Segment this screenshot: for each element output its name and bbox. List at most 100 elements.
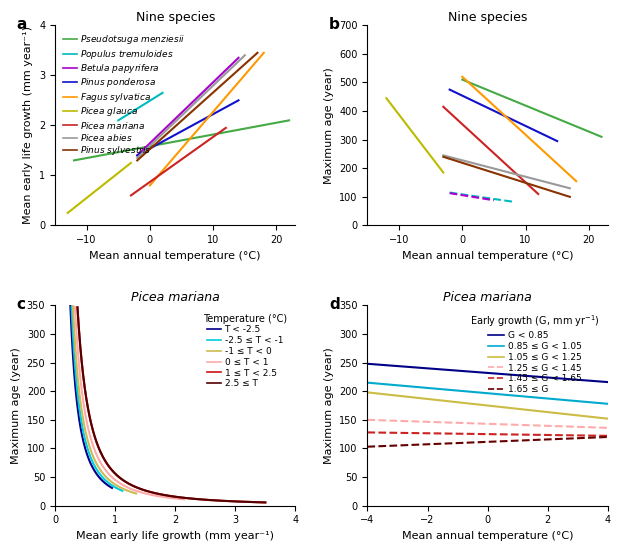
- Line: -1 ≤ T < 0: -1 ≤ T < 0: [73, 306, 136, 493]
- 0 ≤ T < 1: [71, 304, 78, 310]
- Line: 0.85 ≤ G < 1.05: 0.85 ≤ G < 1.05: [368, 383, 608, 404]
- 0.85 ≤ G < 1.05: [592, 400, 600, 406]
- 0 ≤ T < 1: [109, 475, 117, 481]
- -1 ≤ T < 0: [107, 477, 114, 484]
- Line: 0 ≤ T < 1: 0 ≤ T < 1: [75, 307, 184, 500]
- Legend: $\it{Pseudotsuga\ menziesii}$, $\it{Populus\ tremuloides}$, $\it{Betula\ papyrif: $\it{Pseudotsuga\ menziesii}$, $\it{Popu…: [60, 30, 189, 161]
- 0.85 ≤ G < 1.05: [378, 381, 386, 388]
- 1 ≤ T < 2.5: [103, 459, 110, 466]
- -2.5 ≤ T < -1: [112, 484, 119, 491]
- 1.25 ≤ G < 1.45: [373, 417, 381, 423]
- 1 ≤ T < 2.5: [116, 474, 123, 481]
- -1 ≤ T < 0: [129, 489, 137, 496]
- 1.45 ≤ G < 1.65: [583, 432, 591, 439]
- Y-axis label: Mean early life growth (mm year⁻¹): Mean early life growth (mm year⁻¹): [24, 26, 34, 224]
- 1.65 ≤ G: [378, 443, 386, 449]
- 0.85 ≤ G < 1.05: [428, 385, 435, 391]
- 1.25 ≤ G < 1.45: [364, 417, 371, 423]
- 0 ≤ T < 1: [180, 496, 188, 503]
- 1.05 ≤ G < 1.25: [364, 389, 371, 396]
- Line: -2.5 ≤ T < -1: -2.5 ≤ T < -1: [72, 307, 123, 491]
- 1.25 ≤ G < 1.45: [604, 424, 611, 431]
- 1.05 ≤ G < 1.25: [378, 391, 386, 397]
- X-axis label: Mean annual temperature (°C): Mean annual temperature (°C): [90, 251, 261, 261]
- 1.65 ≤ G: [428, 441, 435, 448]
- T < -2.5: [95, 473, 102, 480]
- T < -2.5: [80, 438, 87, 445]
- X-axis label: Mean early life growth (mm year⁻¹): Mean early life growth (mm year⁻¹): [77, 531, 274, 541]
- 2.5 ≤ T: [262, 499, 269, 506]
- -2.5 ≤ T < -1: [110, 483, 118, 490]
- 1.25 ≤ G < 1.45: [583, 424, 591, 431]
- 2.5 ≤ T: [114, 473, 121, 479]
- Line: T < -2.5: T < -2.5: [70, 306, 112, 488]
- G < 0.85: [373, 361, 381, 368]
- -2.5 ≤ T < -1: [77, 411, 84, 417]
- T < -2.5: [81, 445, 89, 452]
- 1.05 ≤ G < 1.25: [583, 413, 591, 420]
- Text: b: b: [329, 17, 340, 32]
- 0.85 ≤ G < 1.05: [409, 383, 416, 390]
- 0 ≤ T < 1: [140, 490, 147, 496]
- 2.5 ≤ T: [116, 474, 123, 481]
- 1.25 ≤ G < 1.45: [409, 418, 416, 424]
- G < 0.85: [409, 364, 416, 370]
- G < 0.85: [583, 377, 591, 384]
- 0 ≤ T < 1: [136, 489, 143, 495]
- -2.5 ≤ T < -1: [103, 477, 110, 484]
- G < 0.85: [378, 362, 386, 368]
- 1.25 ≤ G < 1.45: [378, 417, 386, 423]
- 1 ≤ T < 2.5: [100, 455, 107, 461]
- X-axis label: Mean annual temperature (°C): Mean annual temperature (°C): [402, 531, 573, 541]
- Text: a: a: [17, 17, 27, 32]
- Title: Nine species: Nine species: [136, 11, 215, 24]
- 1.45 ≤ G < 1.65: [409, 430, 416, 437]
- -1 ≤ T < 0: [127, 489, 134, 495]
- Line: 1.65 ≤ G: 1.65 ≤ G: [368, 437, 608, 447]
- Line: 1.25 ≤ G < 1.45: 1.25 ≤ G < 1.45: [368, 420, 608, 428]
- 1 ≤ T < 2.5: [262, 499, 269, 506]
- 1.45 ≤ G < 1.65: [364, 429, 371, 436]
- G < 0.85: [604, 379, 611, 385]
- 1.65 ≤ G: [373, 443, 381, 450]
- 2.5 ≤ T: [115, 474, 123, 480]
- -2.5 ≤ T < -1: [117, 487, 124, 493]
- 1.45 ≤ G < 1.65: [378, 429, 386, 436]
- Line: 1.45 ≤ G < 1.65: 1.45 ≤ G < 1.65: [368, 432, 608, 436]
- Line: 1 ≤ T < 2.5: 1 ≤ T < 2.5: [78, 307, 266, 502]
- 1.05 ≤ G < 1.25: [373, 390, 381, 397]
- 2.5 ≤ T: [74, 304, 81, 311]
- 2.5 ≤ T: [103, 459, 110, 466]
- -2.5 ≤ T < -1: [119, 487, 126, 494]
- -1 ≤ T < 0: [81, 424, 88, 431]
- Legend: T < -2.5, -2.5 ≤ T < -1, -1 ≤ T < 0, 0 ≤ T < 1, 1 ≤ T < 2.5, 2.5 ≤ T: T < -2.5, -2.5 ≤ T < -1, -1 ≤ T < 0, 0 ≤…: [200, 310, 291, 392]
- Title: Nine species: Nine species: [448, 11, 527, 24]
- -2.5 ≤ T < -1: [68, 304, 75, 310]
- 1 ≤ T < 2.5: [115, 474, 123, 480]
- Y-axis label: Maximum age (year): Maximum age (year): [323, 67, 333, 184]
- Text: c: c: [17, 298, 26, 312]
- T < -2.5: [108, 485, 116, 491]
- T < -2.5: [86, 459, 94, 465]
- 1.65 ≤ G: [604, 434, 611, 440]
- 1.45 ≤ G < 1.65: [592, 432, 600, 439]
- 0 ≤ T < 1: [95, 455, 102, 461]
- Text: d: d: [329, 298, 340, 312]
- 0.85 ≤ G < 1.05: [604, 401, 611, 407]
- 1.05 ≤ G < 1.25: [409, 394, 416, 401]
- Line: 2.5 ≤ T: 2.5 ≤ T: [78, 307, 266, 502]
- 0 ≤ T < 1: [162, 494, 170, 501]
- 1.05 ≤ G < 1.25: [592, 414, 600, 421]
- -1 ≤ T < 0: [132, 490, 140, 497]
- 1.65 ≤ G: [592, 434, 600, 441]
- Title: Picea mariana: Picea mariana: [131, 291, 220, 304]
- T < -2.5: [89, 464, 96, 471]
- 1.45 ≤ G < 1.65: [604, 433, 611, 439]
- Legend: G < 0.85, 0.85 ≤ G < 1.05, 1.05 ≤ G < 1.25, 1.25 ≤ G < 1.45, 1.45 ≤ G < 1.65, 1.: G < 0.85, 0.85 ≤ G < 1.05, 1.05 ≤ G < 1.…: [466, 310, 603, 398]
- T < -2.5: [78, 430, 85, 437]
- 2.5 ≤ T: [219, 497, 226, 504]
- 1 ≤ T < 2.5: [114, 473, 121, 479]
- 1.45 ≤ G < 1.65: [373, 429, 381, 436]
- 1.05 ≤ G < 1.25: [604, 415, 611, 422]
- G < 0.85: [592, 378, 600, 385]
